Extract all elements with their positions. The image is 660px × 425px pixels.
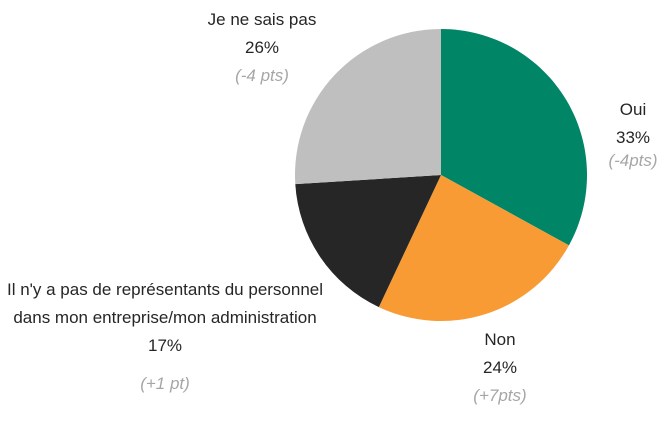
annotation: (-4 pts): [235, 66, 289, 85]
category: Il n'y a pas de représentants du personn…: [6, 280, 324, 327]
slice-label: Je ne sais pas 26% (-4 pts): [182, 6, 342, 90]
value-label: 26%: [244, 38, 280, 57]
pie-slice: [295, 29, 441, 185]
slice-label: Il n'y a pas de représentants du personn…: [5, 276, 325, 398]
value-label: 17%: [147, 336, 183, 355]
pie-slice: [295, 175, 441, 308]
pie-slice: [441, 29, 587, 246]
annotation: (+7pts): [473, 386, 527, 405]
category: Non: [484, 330, 516, 349]
value-label: 24%: [482, 358, 518, 377]
slice-label: Non 24% (+7pts): [440, 326, 560, 410]
slice-label: Oui 33% (-4pts): [573, 96, 660, 175]
value-label: 33%: [615, 128, 651, 147]
category: Je ne sais pas: [207, 10, 317, 29]
annotation: (+1 pt): [140, 374, 190, 393]
annotation: (-4pts): [608, 151, 658, 170]
category: Oui: [619, 100, 647, 119]
pie-slice: [378, 175, 569, 321]
